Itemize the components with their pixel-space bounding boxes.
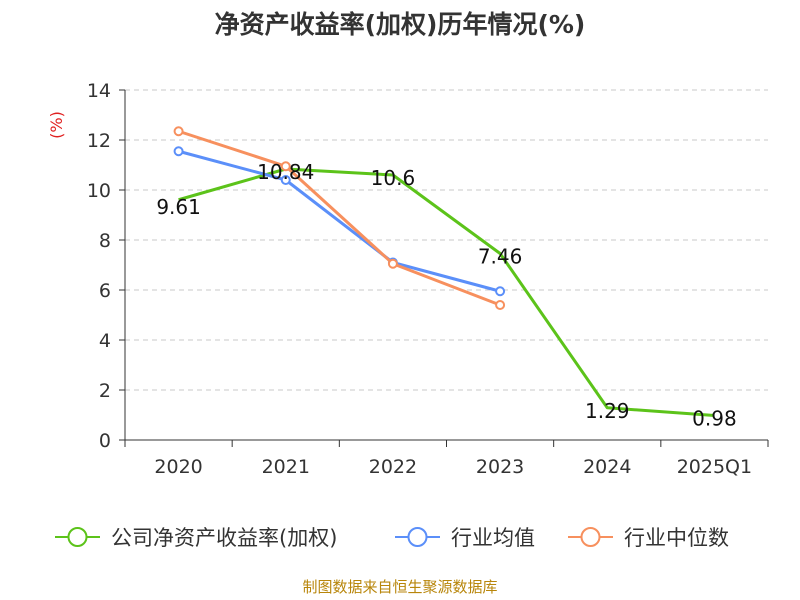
legend-marker [407,527,428,547]
legend-marker [580,527,601,547]
data-point [495,300,506,310]
series-line [178,129,501,307]
data-point [173,126,184,137]
data-point [387,258,398,269]
legend: 公司净资产收益率(加权) 行业均值 行业中位数 [55,526,729,550]
x-tick-label: 2023 [476,456,524,478]
data-label: 10.6 [371,166,416,190]
legend-label: 行业均值 [451,526,535,550]
y-tick-label: 10 [87,180,111,202]
source-note: 制图数据来自恒生聚源数据库 [302,578,497,596]
axes: 0 2 4 6 8 10 12 14 2020 2021 2022 2023 2024 2025Q1 [87,80,769,478]
x-tick-label: 2021 [262,456,310,478]
x-tick-label: 2022 [369,456,417,478]
series-line [178,167,715,417]
y-tick-label: 2 [99,380,111,402]
data-label: 1.29 [585,399,630,423]
data-labels: 9.61 10.84 10.6 7.46 1.29 0.98 [156,160,736,431]
data-point [280,161,291,172]
y-tick-label: 6 [99,280,111,302]
data-label: 9.61 [156,195,201,219]
legend-label: 公司净资产收益率(加权) [111,526,337,550]
y-tick-label: 0 [99,430,111,452]
y-tick-label: 4 [99,330,111,352]
legend-label: 行业中位数 [624,526,729,550]
data-label: 7.46 [478,245,523,269]
legend-marker [67,527,88,547]
series [173,126,715,417]
chart-title: 净资产收益率(加权)历年情况(%) [215,10,586,39]
data-point [173,146,184,157]
y-tick-label: 8 [99,230,111,252]
x-tick-label: 2025Q1 [677,456,752,478]
y-tick-label: 14 [87,80,111,102]
data-point [280,175,291,185]
data-label: 10.84 [257,160,314,184]
x-tick-label: 2024 [583,456,631,478]
y-axis-unit: (%) [47,111,66,139]
series-line [178,149,501,293]
data-point [495,286,506,297]
x-tick-label: 2020 [154,456,202,478]
y-tick-label: 12 [87,130,111,152]
data-label: 0.98 [692,407,737,431]
grid [125,89,768,391]
